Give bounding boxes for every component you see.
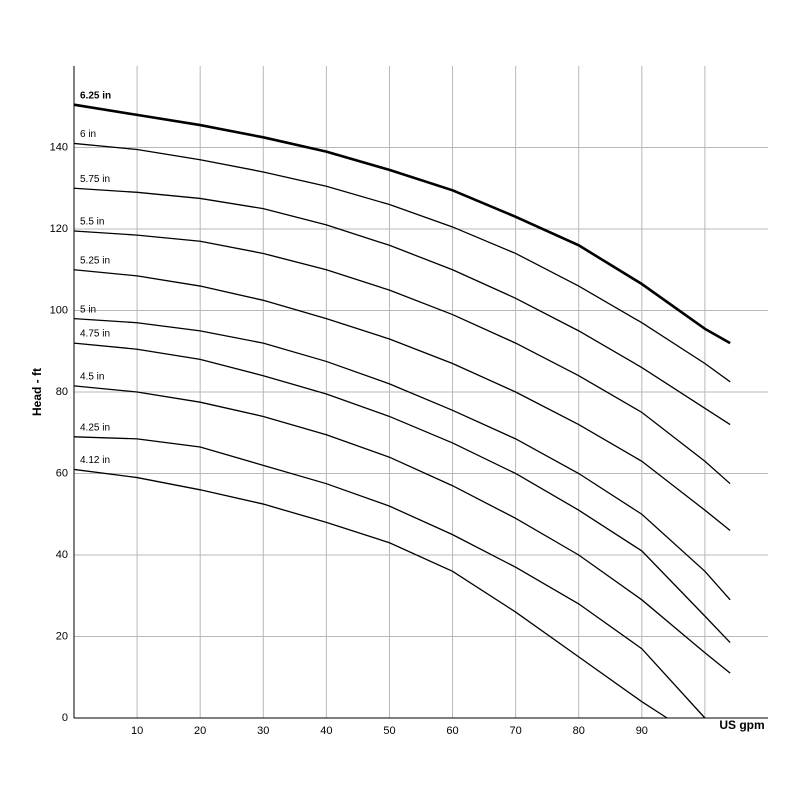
curve <box>73 187 731 426</box>
curve <box>73 269 731 532</box>
x-tick-label: 20 <box>194 725 206 737</box>
y-tick-label: 80 <box>56 386 68 398</box>
curve <box>73 103 731 345</box>
curve-label: 4.75 in <box>80 329 110 340</box>
x-tick-label: 90 <box>636 725 648 737</box>
x-tick-label: 40 <box>320 725 332 737</box>
x-axis-label: US gpm <box>719 718 764 732</box>
x-tick-label: 80 <box>573 725 585 737</box>
curve <box>73 436 706 719</box>
y-tick-label: 140 <box>50 141 68 153</box>
curve-label: 5.5 in <box>80 217 104 228</box>
y-tick-label: 120 <box>50 223 68 235</box>
curve <box>73 468 668 719</box>
x-tick-label: 30 <box>257 725 269 737</box>
curve-label: 4.5 in <box>80 372 104 383</box>
curve-label: 6.25 in <box>80 90 111 101</box>
curve-label: 5.25 in <box>80 255 110 266</box>
curve-label: 5 in <box>80 304 96 315</box>
curve <box>73 342 731 644</box>
curve-label: 5.75 in <box>80 174 110 185</box>
curve <box>73 230 731 485</box>
curve-label: 4.25 in <box>80 422 110 433</box>
x-tick-label: 60 <box>446 725 458 737</box>
y-tick-label: 40 <box>56 549 68 561</box>
y-tick-label: 100 <box>50 304 68 316</box>
y-axis-label: Head - ft <box>30 368 44 416</box>
curve <box>73 318 731 601</box>
x-tick-label: 50 <box>383 725 395 737</box>
curve <box>73 385 731 674</box>
x-tick-label: 70 <box>510 725 522 737</box>
curve-label: 4.12 in <box>80 455 110 466</box>
x-tick-label: 10 <box>131 725 143 737</box>
curve-label: 6 in <box>80 129 96 140</box>
curve <box>73 142 731 383</box>
y-tick-label: 20 <box>56 630 68 642</box>
y-tick-label: 60 <box>56 467 68 479</box>
y-tick-label: 0 <box>62 712 68 724</box>
